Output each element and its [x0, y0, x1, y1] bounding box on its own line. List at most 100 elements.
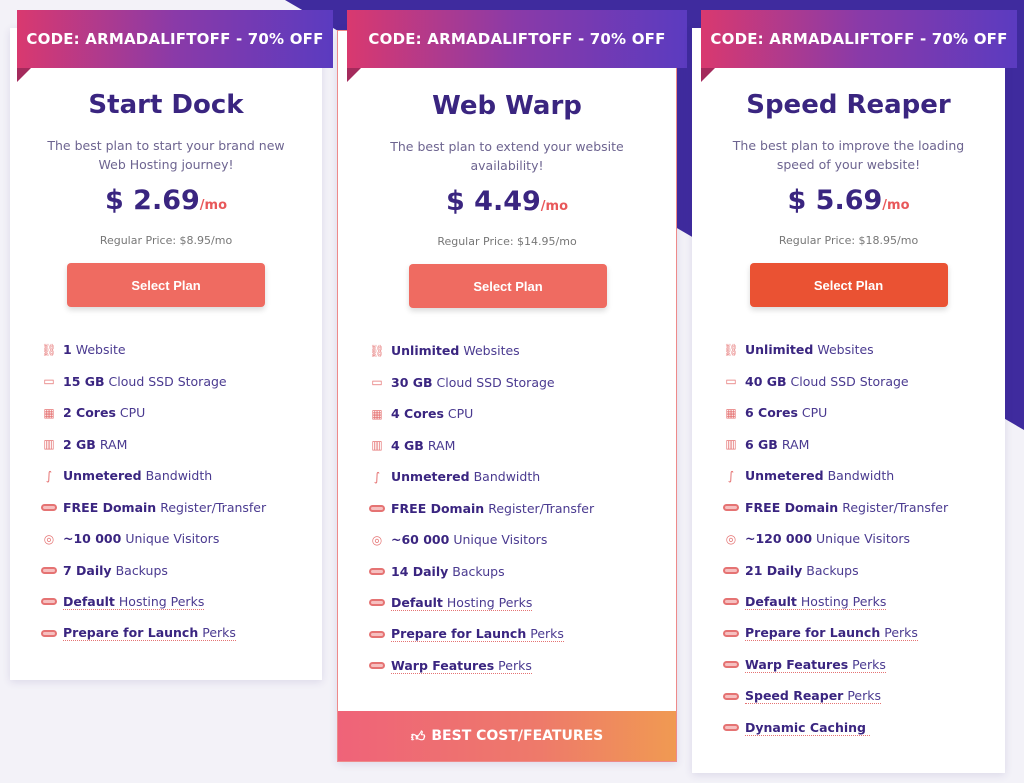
feature-item: ▭ 15 GB Cloud SSD Storage — [40, 366, 266, 398]
feature-highlight: Unmetered — [745, 468, 824, 484]
ram-icon: ▥ — [725, 437, 737, 452]
plan-name: Speed Reaper — [746, 90, 951, 120]
cable-icon: ∫ — [45, 468, 53, 483]
feature-text: Bandwidth — [145, 468, 213, 484]
feature-text: Unique Visitors — [125, 531, 220, 547]
plan-price: $ 4.49/mo — [338, 186, 676, 217]
feature-item: ◎ ~10 000 Unique Visitors — [40, 523, 266, 555]
ribbon-label: BEST COST/FEATURES — [431, 728, 604, 744]
feature-text: Perks — [847, 688, 882, 704]
feature-item: ⛓ Unlimited Websites — [722, 334, 948, 366]
cpu-icon: ▦ — [725, 405, 737, 420]
feature-item[interactable]: Default Hosting Perks — [40, 586, 266, 618]
feature-text: Perks — [852, 656, 886, 672]
feature-text: Bandwidth — [473, 469, 541, 485]
free-tag-icon — [722, 626, 740, 640]
feature-text: Perks — [884, 625, 918, 641]
feature-text: Register/Transfer — [842, 499, 949, 515]
feature-item[interactable]: Warp Features Perks — [722, 649, 948, 681]
feature-highlight: 15 GB — [63, 373, 105, 389]
feature-item: ⛓ 1 Website — [40, 334, 266, 366]
feature-item: ▭ 30 GB Cloud SSD Storage — [368, 367, 594, 399]
feature-item[interactable]: Prepare for Launch Perks — [722, 618, 948, 650]
feature-item: ▥ 6 GB RAM — [722, 429, 948, 461]
free-tag-icon — [368, 627, 386, 641]
free-tag-icon — [40, 563, 58, 577]
select-plan-button[interactable]: Select Plan — [409, 264, 607, 308]
feature-item: FREE Domain Register/Transfer — [368, 493, 594, 525]
plan-card: Web Warp The best plan to extend your we… — [337, 30, 677, 762]
feature-item[interactable]: Default Hosting Perks — [722, 586, 948, 618]
feature-list: ⛓ Unlimited Websites ▭ 40 GB Cloud SSD Storag… — [722, 334, 948, 744]
feature-text: RAM — [427, 437, 456, 453]
feature-item: ◎ ~60 000 Unique Visitors — [368, 524, 594, 556]
feature-item: ∫ Unmetered Bandwidth — [722, 460, 948, 492]
feature-item: ▦ 6 Cores CPU — [722, 397, 948, 429]
free-tag-icon — [722, 721, 740, 735]
feature-highlight: Warp Features — [745, 656, 849, 672]
free-tag-icon — [40, 626, 58, 640]
ram-icon: ▥ — [43, 437, 55, 452]
feature-item[interactable]: Prepare for Launch Perks — [40, 618, 266, 650]
select-plan-button[interactable]: Select Plan — [749, 263, 948, 307]
banner-fold — [701, 68, 715, 82]
free-tag-icon — [722, 500, 740, 514]
feature-highlight: Prepare for Launch — [745, 625, 881, 641]
feature-item: ▥ 4 GB RAM — [368, 430, 594, 462]
free-tag-icon — [368, 659, 386, 673]
feature-highlight: 14 Daily — [391, 563, 449, 579]
feature-highlight: FREE Domain — [391, 500, 485, 516]
best-value-ribbon: 👍︎ BEST COST/FEATURES — [338, 711, 676, 761]
feature-text: CPU — [119, 405, 146, 421]
banner-fold — [17, 68, 31, 82]
feature-item: ▦ 4 Cores CPU — [368, 398, 594, 430]
feature-text: Perks — [498, 657, 532, 673]
feature-highlight: 40 GB — [745, 373, 787, 389]
feature-highlight: ~10 000 — [63, 531, 122, 547]
feature-item[interactable]: Warp Features Perks — [368, 650, 594, 682]
feature-highlight: 1 — [63, 342, 72, 358]
free-tag-icon — [40, 500, 58, 514]
feature-item: 14 Daily Backups — [368, 556, 594, 588]
feature-item[interactable]: Speed Reaper Perks — [722, 681, 948, 713]
feature-highlight: ~120 000 — [745, 531, 813, 547]
feature-highlight: Dynamic Caching — [745, 719, 866, 735]
feature-highlight: Speed Reaper — [745, 688, 844, 704]
plan-description: The best plan to start your brand new We… — [47, 138, 285, 172]
price-period: /mo — [540, 199, 569, 214]
cpu-icon: ▦ — [371, 406, 383, 421]
feature-text: Bandwidth — [827, 468, 895, 484]
feature-highlight: Prepare for Launch — [63, 625, 199, 641]
regular-price: Regular Price: $18.95/mo — [778, 234, 919, 247]
sitemap-icon: ⛓ — [369, 343, 385, 358]
feature-highlight: Unmetered — [391, 469, 470, 485]
feature-text: Hosting Perks — [118, 593, 205, 609]
feature-text: Backups — [115, 562, 168, 578]
thumbs-up-icon: 👍︎ — [410, 728, 426, 745]
feature-text: Backups — [806, 562, 859, 578]
feature-item: FREE Domain Register/Transfer — [40, 492, 266, 524]
feature-text: Backups — [452, 563, 505, 579]
feature-highlight: Unmetered — [63, 468, 142, 484]
feature-highlight: Unlimited — [391, 343, 460, 359]
price-value: $ 4.49 — [445, 186, 541, 217]
ssd-icon: ▭ — [43, 374, 55, 389]
feature-item[interactable]: Prepare for Launch Perks — [368, 619, 594, 651]
feature-text: CPU — [447, 406, 474, 422]
plan-price: $ 5.69/mo — [692, 185, 1005, 216]
sitemap-icon: ⛓ — [41, 342, 57, 357]
feature-text: Cloud SSD Storage — [436, 374, 555, 390]
free-tag-icon — [722, 658, 740, 672]
feature-item: ▭ 40 GB Cloud SSD Storage — [722, 366, 948, 398]
select-plan-button[interactable]: Select Plan — [67, 263, 265, 307]
price-period: /mo — [882, 198, 910, 213]
feature-text: Cloud SSD Storage — [108, 373, 227, 389]
promo-code-banner: CODE: ARMADALIFTOFF - 70% OFF — [701, 10, 1017, 68]
feature-item: 7 Daily Backups — [40, 555, 266, 587]
feature-item[interactable]: Default Hosting Perks — [368, 587, 594, 619]
feature-text: Perks — [530, 626, 564, 642]
feature-item[interactable]: Dynamic Caching — [722, 712, 948, 744]
price-value: $ 5.69 — [787, 185, 883, 216]
free-tag-icon — [368, 501, 386, 515]
feature-highlight: 6 GB — [745, 436, 778, 452]
